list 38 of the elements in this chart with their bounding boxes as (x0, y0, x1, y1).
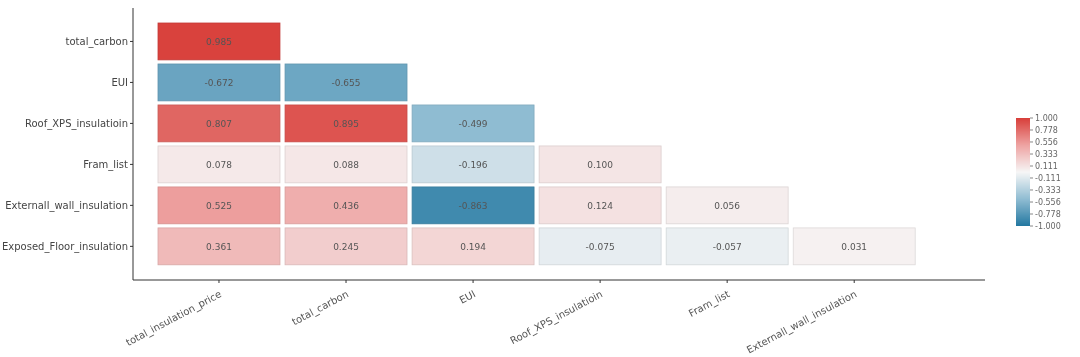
color-bar-label: -0.111 (1035, 173, 1061, 183)
data-label: 0.124 (587, 200, 614, 211)
color-bar-label: 0.111 (1035, 161, 1058, 171)
color-bar-label: -0.556 (1035, 197, 1061, 207)
data-label: -0.672 (204, 77, 234, 88)
data-label: -0.057 (712, 241, 742, 252)
data-label: 0.100 (587, 159, 614, 170)
color-bar-label: 0.556 (1035, 137, 1058, 147)
data-label: 0.895 (333, 118, 359, 129)
color-bar-label: -1.000 (1035, 221, 1061, 231)
data-label: 0.194 (460, 241, 487, 252)
color-bar-label: 0.333 (1035, 149, 1058, 159)
data-label: -0.655 (331, 77, 361, 88)
data-label: -0.499 (458, 118, 488, 129)
data-label: 0.031 (841, 241, 868, 252)
color-bar-label: 1.000 (1035, 113, 1058, 123)
data-label: 0.078 (206, 159, 233, 170)
y-tick-label: Exposed_Floor_insulation (1, 240, 128, 253)
color-bar-label: -0.778 (1035, 209, 1061, 219)
data-label: -0.196 (458, 159, 488, 170)
data-label: 0.361 (206, 241, 232, 252)
y-tick-label: Externall_wall_insulation (5, 199, 128, 212)
y-tick-label: Roof_XPS_insulatioin (25, 117, 128, 130)
color-bar-label: 0.778 (1035, 125, 1058, 135)
data-label: -0.075 (585, 241, 615, 252)
y-tick-label: EUI (111, 76, 128, 88)
data-label: 0.245 (333, 241, 359, 252)
x-tick-label: EUI (457, 288, 478, 306)
data-label: 0.056 (714, 200, 741, 211)
data-label: -0.863 (458, 200, 488, 211)
data-label: 0.088 (333, 159, 360, 170)
data-label: 0.985 (206, 36, 232, 47)
data-label: 0.807 (206, 118, 232, 129)
color-bar-label: -0.333 (1035, 185, 1061, 195)
data-label: 0.525 (206, 200, 232, 211)
y-tick-label: total_carbon (65, 35, 128, 48)
data-label: 0.436 (333, 200, 360, 211)
y-tick-label: Fram_list (83, 158, 129, 171)
